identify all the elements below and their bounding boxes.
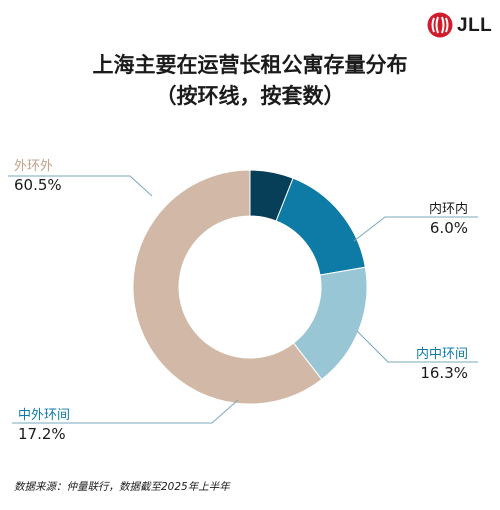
chart-title-line-2: （按环线，按套数）: [155, 84, 345, 108]
slice-label-4: 外环外: [14, 159, 53, 174]
slice-value-label-3: 17.2%: [18, 425, 66, 443]
leader-line-2: [356, 330, 478, 363]
leader-line-4: [8, 175, 153, 197]
leader-line-3: [12, 399, 239, 424]
jll-logo: JLL: [427, 10, 497, 40]
slice-label-3: 中外环间: [18, 408, 70, 423]
leader-line-1: [353, 216, 478, 242]
slice-value-label-2: 16.3%: [420, 364, 468, 382]
source-note: 数据来源：仲量联行，数据截至2025年上半年: [14, 481, 230, 493]
jll-logo-text: JLL: [457, 15, 493, 36]
slice-label-1: 内环内: [429, 201, 468, 217]
donut-slice-2: [275, 177, 366, 276]
slice-value-label-1: 6.0%: [430, 219, 468, 237]
slice-value-label-4: 60.5%: [14, 176, 62, 194]
chart-title-line-1: 上海主要在运营长租公寓存量分布: [92, 53, 408, 77]
jll-logo-icon: [427, 12, 453, 38]
slice-label-2: 内中环间: [416, 346, 468, 362]
chart-title: 上海主要在运营长租公寓存量分布 （按环线，按套数）: [0, 50, 500, 112]
donut-slice-4: [132, 169, 323, 405]
